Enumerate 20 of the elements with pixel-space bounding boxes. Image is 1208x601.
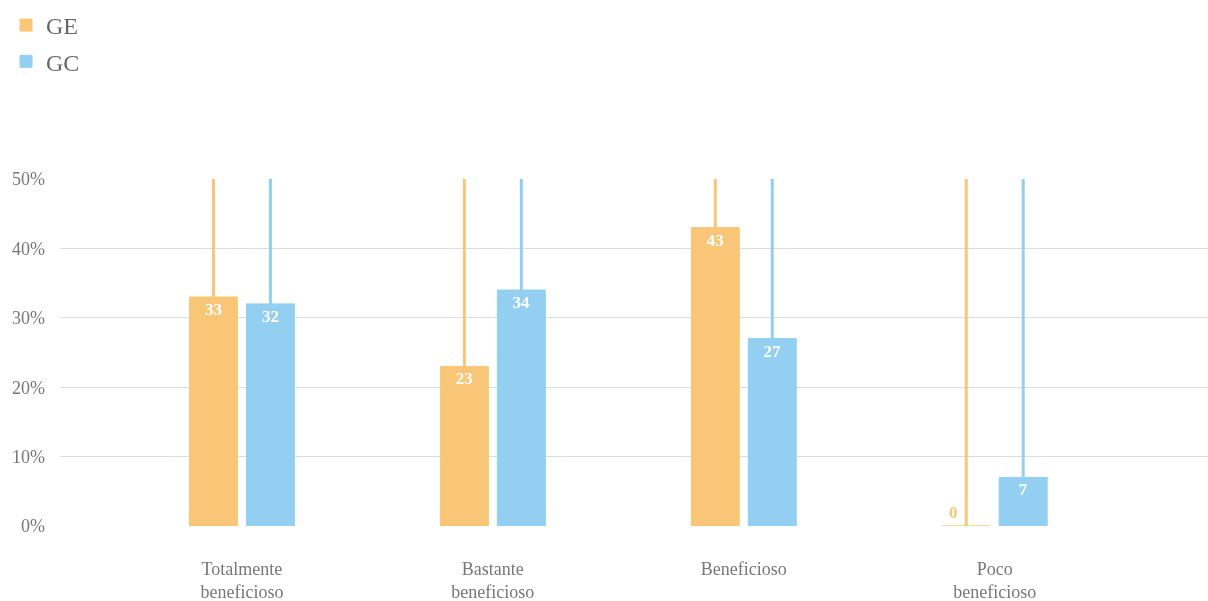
x-tick-label: Poco beneficioso — [953, 559, 1037, 601]
data-label: 34 — [512, 293, 531, 313]
data-label: 43 — [706, 230, 724, 250]
data-label: 23 — [455, 369, 473, 389]
x-tick-label: Beneficioso — [700, 559, 787, 579]
legend-label: GC — [46, 49, 80, 76]
data-label: 27 — [763, 341, 782, 361]
legend-label: GE — [46, 13, 79, 40]
y-tick-label: 30% — [12, 308, 45, 329]
y-tick-label: 20% — [12, 377, 45, 398]
data-label: 33 — [204, 299, 222, 319]
y-tick-label: 40% — [12, 238, 45, 259]
y-tick-label: 50% — [12, 169, 45, 190]
data-label: 32 — [261, 306, 279, 326]
y-tick-label: 10% — [12, 446, 45, 467]
data-label: 0 — [949, 503, 958, 522]
x-tick-label: Bastante beneficioso — [451, 559, 535, 601]
x-tick-label: Totalmente beneficioso — [200, 559, 284, 601]
y-tick-label: 0% — [21, 516, 45, 537]
data-label: 7 — [1018, 480, 1028, 500]
